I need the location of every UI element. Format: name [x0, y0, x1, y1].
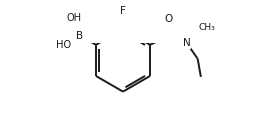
Text: HO: HO — [57, 40, 72, 50]
Text: OH: OH — [66, 13, 81, 23]
Text: CH₃: CH₃ — [199, 23, 215, 32]
Text: O: O — [164, 14, 173, 24]
Text: F: F — [120, 6, 126, 16]
Text: B: B — [77, 31, 84, 41]
Text: N: N — [183, 38, 190, 48]
